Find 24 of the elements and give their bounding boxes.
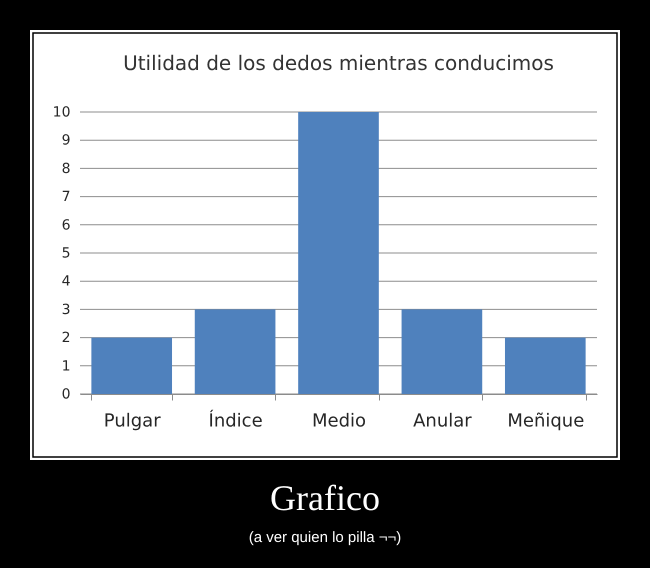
- x-tick-label: Medio: [312, 410, 366, 432]
- x-tick-label: Pulgar: [104, 410, 162, 432]
- y-tick-label: 2: [62, 330, 70, 346]
- text: (a ver quien lo pilla ¬¬): [248, 529, 402, 546]
- y-tick-label: 8: [62, 160, 70, 177]
- y-tick-label: 6: [62, 217, 71, 234]
- text: Grafico: [270, 478, 380, 518]
- x-tick-label: Anular: [413, 410, 472, 432]
- y-tick-label: 7: [62, 189, 70, 206]
- chart-title: Utilidad de los dedos mientras conducimos: [123, 51, 554, 75]
- y-tick-label: 0: [62, 386, 70, 402]
- x-tick-label: Meñique: [507, 410, 584, 432]
- bar: [194, 309, 276, 394]
- bar: [298, 112, 379, 394]
- bar: [91, 338, 172, 394]
- y-tick-label: 5: [62, 246, 70, 262]
- y-tick-label: 10: [52, 104, 70, 120]
- bar: [504, 338, 586, 394]
- x-tick-label: Índice: [208, 410, 263, 432]
- y-tick-label: 1: [62, 358, 70, 374]
- y-tick-label: 9: [62, 132, 70, 149]
- bar: [402, 309, 482, 394]
- y-tick-label: 3: [62, 302, 70, 318]
- y-tick-label: 4: [62, 274, 71, 290]
